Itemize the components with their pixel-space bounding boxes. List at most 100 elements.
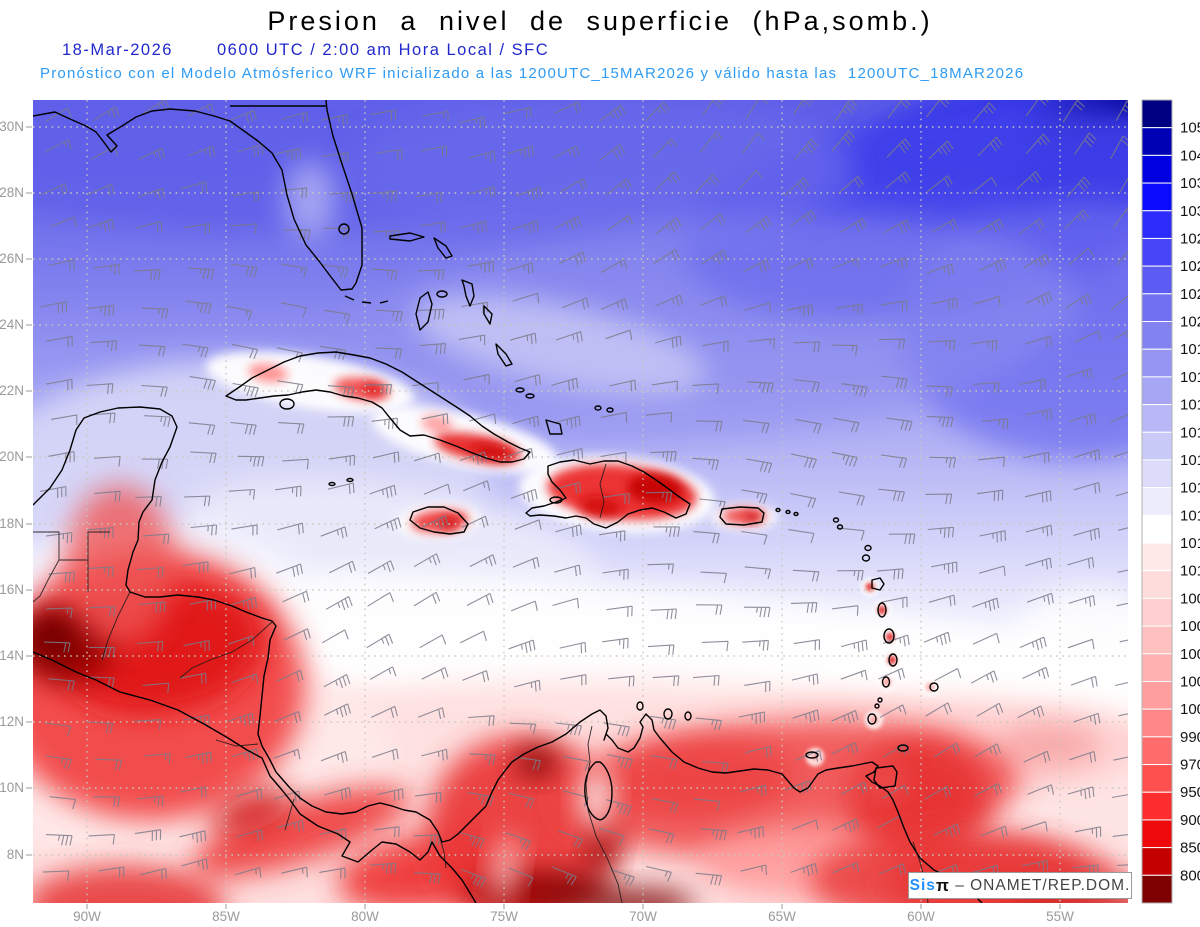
pi-symbol: π bbox=[935, 875, 950, 895]
wind-barb bbox=[600, 298, 628, 311]
wind-barb bbox=[924, 785, 952, 800]
wind-barb bbox=[562, 297, 590, 310]
lat-label: 8N bbox=[7, 847, 24, 862]
watermark-org: – ONAMET/REP.DOM. bbox=[949, 876, 1131, 894]
colorbar-label: 1020 bbox=[1180, 314, 1200, 331]
wind-barb bbox=[415, 192, 442, 204]
wind-barb bbox=[1068, 247, 1094, 266]
colorbar-band bbox=[1141, 847, 1173, 876]
wind-barb bbox=[138, 344, 166, 357]
wind-barb bbox=[832, 862, 860, 874]
wind-barb bbox=[931, 297, 958, 311]
wind-barb bbox=[373, 826, 400, 838]
lat-label: 10N bbox=[0, 780, 24, 795]
wind-barb bbox=[650, 608, 678, 620]
wind-barb bbox=[878, 488, 905, 502]
wind-barb bbox=[231, 263, 258, 278]
colorbar-label: 1022 bbox=[1180, 286, 1200, 303]
wind-barb bbox=[1113, 756, 1128, 761]
wind-barb bbox=[553, 145, 580, 159]
colorbar-band bbox=[1141, 819, 1173, 849]
wind-barb bbox=[234, 867, 262, 878]
wind-barb bbox=[509, 722, 537, 735]
wind-barb bbox=[1118, 713, 1128, 717]
wind-barb bbox=[468, 150, 496, 163]
wind-barb bbox=[929, 456, 957, 468]
colorbar-band bbox=[1141, 764, 1173, 793]
wind-barb bbox=[791, 819, 819, 831]
wind-barb bbox=[140, 867, 167, 880]
wind-barb bbox=[970, 339, 998, 351]
wind-barb bbox=[645, 865, 672, 882]
wind-barb bbox=[926, 175, 953, 193]
wind-barb bbox=[559, 641, 587, 654]
colorbar-band bbox=[1141, 542, 1173, 572]
wind-barb bbox=[231, 524, 258, 536]
wind-barb bbox=[88, 834, 115, 845]
wind-barb bbox=[228, 488, 256, 500]
lat-label: 24N bbox=[0, 317, 24, 332]
wind-barb bbox=[980, 825, 1008, 838]
wind-barb bbox=[700, 828, 728, 841]
colorbar-label: 1006 bbox=[1180, 618, 1200, 635]
wind-barb bbox=[86, 383, 114, 394]
wind-barb bbox=[189, 598, 217, 611]
wind-barb bbox=[831, 451, 858, 467]
wind-barb bbox=[1023, 451, 1050, 464]
wind-barb bbox=[880, 299, 908, 312]
wind-barb bbox=[606, 799, 632, 816]
island-pressure-dots bbox=[806, 578, 939, 766]
wind-barb bbox=[423, 483, 451, 495]
wind-barb bbox=[832, 605, 859, 616]
wind-barb bbox=[1019, 636, 1047, 651]
wind-barb bbox=[745, 216, 772, 233]
wind-barb bbox=[882, 743, 910, 758]
wind-barb bbox=[141, 307, 169, 319]
wind-barb bbox=[415, 792, 442, 804]
wind-barb bbox=[458, 831, 485, 849]
wind-barb bbox=[514, 679, 541, 692]
wind-barb bbox=[738, 711, 766, 724]
wind-barb bbox=[742, 639, 769, 651]
wind-barb bbox=[514, 374, 541, 386]
wind-barb bbox=[135, 220, 163, 233]
wind-barb bbox=[652, 798, 679, 814]
wind-barb bbox=[414, 872, 441, 885]
wind-barb bbox=[1025, 100, 1049, 117]
colorbar-band bbox=[1141, 265, 1173, 295]
wind-barb bbox=[280, 187, 308, 199]
wind-barb bbox=[328, 454, 356, 466]
wind-barb bbox=[421, 667, 449, 680]
colorbar-band bbox=[1141, 625, 1173, 655]
wind-barb bbox=[40, 300, 68, 314]
wind-barb bbox=[793, 341, 821, 353]
wind-barb bbox=[417, 269, 445, 280]
wind-barb bbox=[93, 796, 121, 807]
wind-barb bbox=[509, 332, 537, 345]
wind-barb bbox=[41, 183, 68, 196]
lon-label: 90W bbox=[73, 909, 101, 924]
wind-barb bbox=[882, 634, 910, 647]
wind-barb bbox=[831, 130, 856, 152]
wind-barb bbox=[512, 220, 539, 234]
wind-barb bbox=[507, 145, 534, 159]
wind-barb bbox=[366, 633, 394, 649]
wind-barb bbox=[274, 710, 302, 723]
wind-barb bbox=[1116, 251, 1128, 266]
wind-barb bbox=[369, 109, 397, 121]
wind-barb bbox=[1113, 330, 1128, 340]
country-borders bbox=[33, 463, 929, 903]
wind-barb bbox=[187, 267, 215, 280]
wind-barb bbox=[1115, 100, 1128, 121]
wind-barb bbox=[419, 343, 446, 355]
wind-barb bbox=[979, 258, 1007, 273]
wind-barb bbox=[506, 262, 534, 275]
colorbar-band bbox=[1141, 514, 1173, 544]
wind-barb bbox=[599, 530, 626, 542]
wind-barb bbox=[365, 384, 393, 395]
wind-barb bbox=[226, 305, 253, 321]
wind-barb bbox=[655, 217, 682, 235]
colorbar-band bbox=[1141, 653, 1173, 682]
wind-barb bbox=[371, 748, 399, 761]
wind-barb bbox=[327, 416, 355, 427]
